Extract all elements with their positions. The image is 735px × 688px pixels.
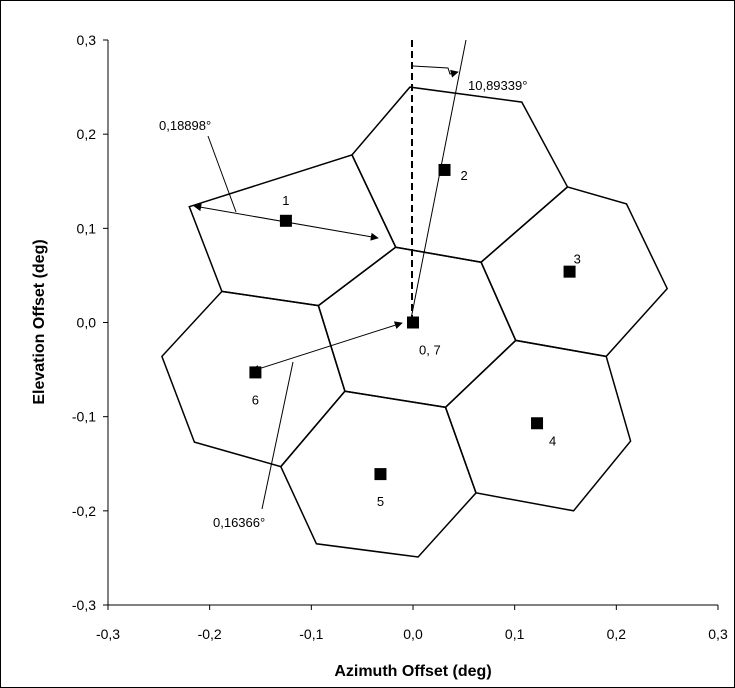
beam-point-label: 3 (574, 252, 581, 267)
beam-point-3 (564, 266, 576, 278)
beam-point-4 (531, 417, 543, 429)
beam-point-label: 4 (549, 433, 556, 448)
x-tick-label: 0,1 (505, 626, 525, 642)
beam-hexagon-1 (189, 155, 395, 306)
beam-point-7 (407, 317, 419, 329)
x-tick-label: -0,1 (299, 626, 323, 642)
y-tick-label: 0,1 (77, 220, 97, 236)
y-tick-label: 0,2 (77, 126, 97, 142)
beam-point-5 (374, 468, 386, 480)
y-tick-label: -0,2 (72, 503, 96, 519)
beam-point-label: 2 (461, 168, 468, 183)
beam-point-2 (439, 164, 451, 176)
beam-point-label: 6 (252, 392, 259, 407)
x-tick-label: -0,2 (198, 626, 222, 642)
y-axis-title: Elevation Offset (deg) (31, 239, 48, 404)
beam-hexagon-6 (162, 291, 345, 466)
annotation-10-89339: 10,89339° (468, 78, 527, 93)
angle-leader-line (410, 40, 466, 324)
x-tick-label: -0,3 (96, 626, 120, 642)
x-tick-label: 0,0 (403, 626, 423, 642)
beam-point-1 (280, 215, 292, 227)
beam-point-6 (249, 366, 261, 378)
beam-point-label: 5 (377, 494, 384, 509)
x-tick-label: 0,2 (607, 626, 627, 642)
y-tick-label: -0,3 (72, 597, 96, 613)
y-tick-label: 0,3 (77, 32, 97, 48)
dimension-leader-top (208, 136, 236, 212)
y-tick-label: -0,1 (72, 409, 96, 425)
angle-arc-arrow (413, 66, 458, 74)
x-axis-title: Azimuth Offset (deg) (334, 663, 491, 680)
dimension-arrow-bottom (252, 323, 402, 371)
beam-point-label: 1 (282, 193, 289, 208)
beam-point-label: 0, 7 (419, 343, 441, 358)
annotation-0-18898: 0,18898° (159, 118, 211, 133)
point-layer: 1 2 3 4 5 6 0, 7 (249, 164, 580, 509)
dimension-leader-bottom (262, 362, 293, 509)
annotation-0-16366: 0,16366° (213, 515, 265, 530)
x-tick-label: 0,3 (708, 626, 728, 642)
y-tick-label: 0,0 (77, 315, 97, 331)
